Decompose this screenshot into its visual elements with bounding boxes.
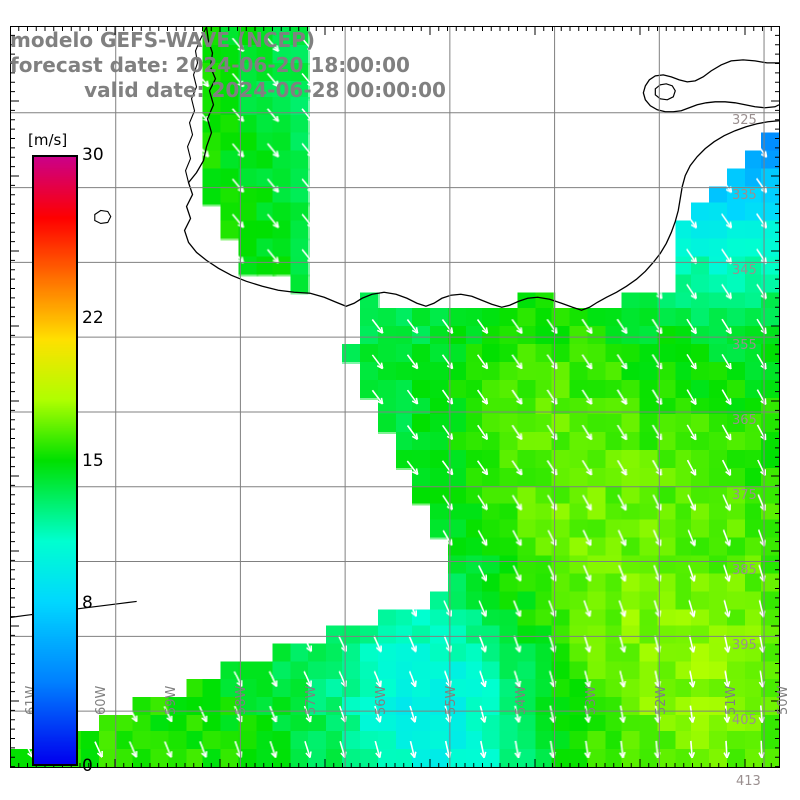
wind-speed-raster-layer [11,27,779,767]
colorbar-tick-label: 0 [82,756,93,776]
colorbar-gradient [32,155,78,766]
colorbar[interactable] [32,155,78,766]
map-plot-area[interactable] [10,26,780,768]
colorbar-tick-label: 22 [82,307,104,328]
colorbar-tick-label: 30 [82,145,104,165]
colorbar-tick-label: 15 [82,450,104,471]
y-axis-tick-label: 413 [736,774,761,789]
colorbar-tick-label: 8 [82,593,93,614]
colorbar-unit-label: [m/s] [28,131,68,149]
wind-arrows-overlay [11,27,779,767]
